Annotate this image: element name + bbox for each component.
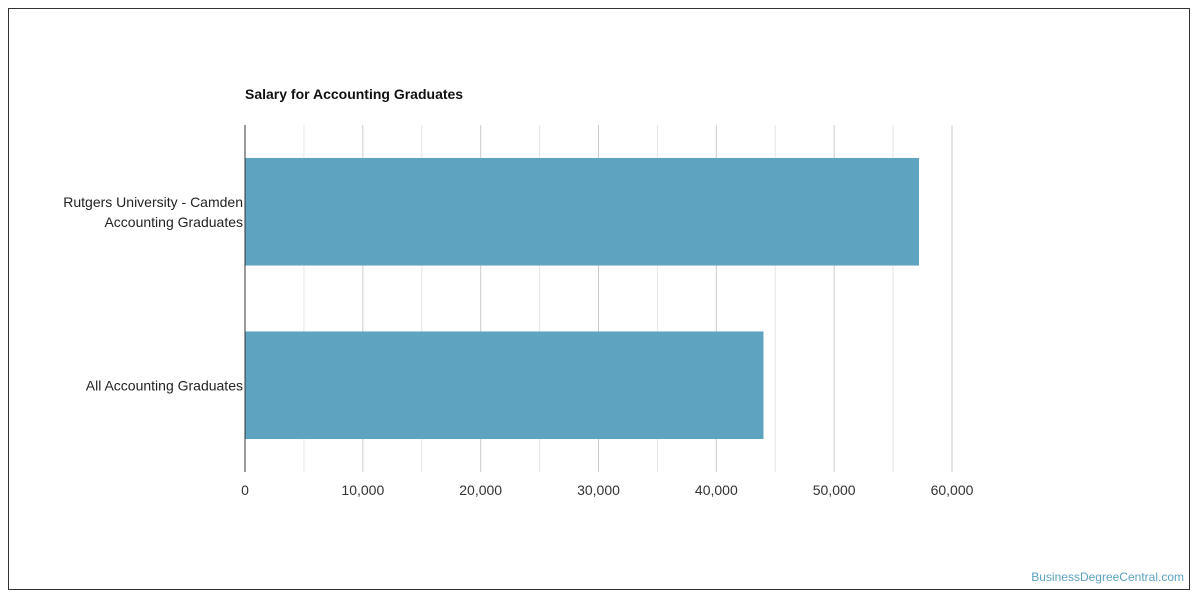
category-label-line: All Accounting Graduates: [86, 377, 243, 393]
bars: [245, 157, 920, 440]
x-tick-labels: 0 10,000 20,000 30,000 40,000 50,000 60,000: [241, 482, 974, 498]
x-tick-label: 50,000: [813, 482, 856, 498]
x-tick-label: 40,000: [695, 482, 738, 498]
category-label-0: Rutgers University - Camden Accounting Gr…: [63, 194, 243, 230]
category-label-line: Accounting Graduates: [104, 214, 243, 230]
x-tick-label: 60,000: [931, 482, 974, 498]
bar-1: [245, 331, 764, 440]
chart-title: Salary for Accounting Graduates: [245, 86, 463, 102]
x-tick-label: 20,000: [459, 482, 502, 498]
bar-0: [245, 157, 920, 266]
category-label-1: All Accounting Graduates: [86, 377, 243, 393]
category-labels: Rutgers University - Camden Accounting Gr…: [63, 194, 243, 394]
watermark-link[interactable]: BusinessDegreeCentral.com: [1031, 570, 1184, 584]
x-tick-label: 10,000: [341, 482, 384, 498]
x-tick-label: 30,000: [577, 482, 620, 498]
chart-frame: [8, 8, 1190, 590]
category-label-line: Rutgers University - Camden: [63, 194, 243, 210]
x-tick-label: 0: [241, 482, 249, 498]
